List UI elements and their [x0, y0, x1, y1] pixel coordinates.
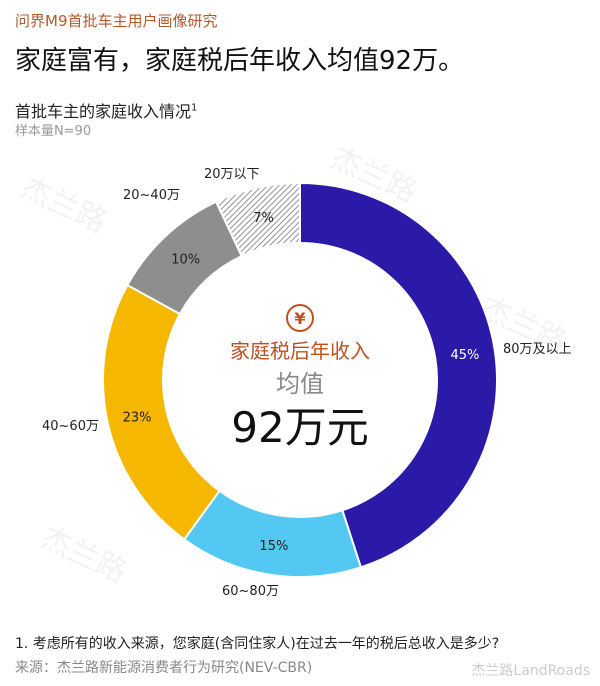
brand-watermark: 杰兰路LandRoads — [471, 663, 590, 679]
report-kicker: 问界M9首批车主用户画像研究 — [15, 12, 218, 30]
center-stat: 均值 — [276, 370, 324, 398]
center-label: 家庭税后年收入 — [230, 339, 370, 363]
data-label: 23% — [123, 410, 152, 425]
donut-slice — [102, 283, 221, 541]
svg-text:¥: ¥ — [294, 309, 305, 328]
yen-icon: ¥ — [286, 304, 314, 332]
category-label: 20~40万 — [123, 188, 180, 203]
source: 来源：杰兰路新能源消费者行为研究(NEV-CBR) — [15, 660, 313, 676]
center-value: 92万元 — [231, 403, 368, 452]
data-label: 15% — [259, 539, 288, 554]
category-label: 60~80万 — [222, 584, 279, 599]
chart-subtitle-text: 首批车主的家庭收入情况 — [15, 102, 192, 121]
category-label: 80万及以上 — [503, 342, 572, 357]
page-title: 家庭富有，家庭税后年收入均值92万。 — [15, 46, 465, 76]
chart-subtitle: 首批车主的家庭收入情况1 — [15, 98, 197, 122]
data-label: 7% — [253, 211, 274, 226]
category-label: 20万以下 — [204, 167, 260, 182]
category-label: 40~60万 — [42, 419, 99, 434]
data-label: 45% — [450, 348, 479, 363]
donut-slice — [214, 181, 301, 258]
footnote: 1. 考虑所有的收入来源，您家庭(含同住家人)在过去一年的税后总收入是多少? — [15, 636, 500, 652]
donut-slice — [299, 181, 498, 569]
sample-size: 样本量N=90 — [15, 124, 92, 139]
data-label: 10% — [171, 252, 200, 267]
footnote-marker: 1 — [191, 102, 198, 114]
